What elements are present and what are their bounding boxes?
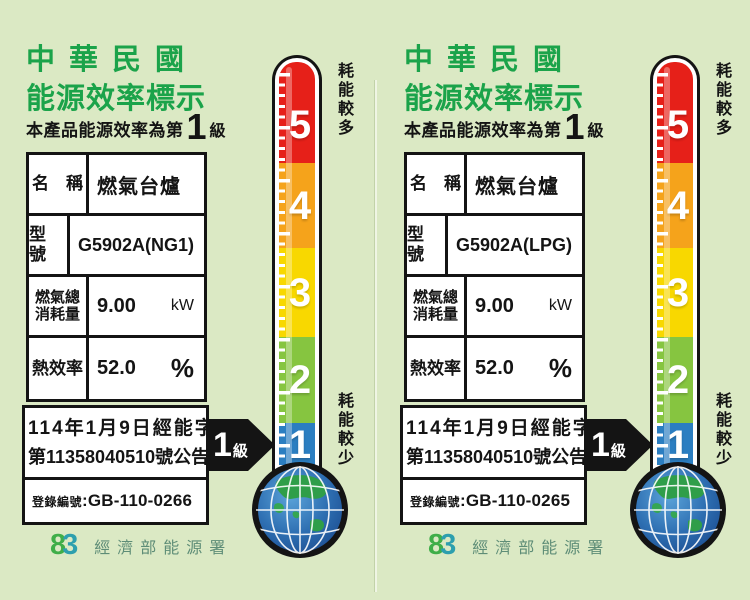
thermo-level-5: 5: [279, 62, 315, 163]
grade-statement: 本產品能源效率為第 1 級: [26, 106, 226, 147]
energy-administration-logo: 8 3: [428, 529, 457, 561]
row-efficiency-value: 52.0: [475, 357, 514, 379]
panel-divider: [375, 80, 377, 592]
agency-name: 經濟部能源署: [94, 539, 233, 557]
row-model-value: G5902A(LPG): [455, 234, 572, 255]
thermo-level-2: 2: [279, 337, 315, 423]
registration-row: 登錄編號 :GB-110-0266: [25, 477, 206, 522]
energy-label-ng1: 中華民國 能源效率標示 本產品能源效率為第 1 級 名 稱 燃氣台爐 型 號 G…: [22, 44, 352, 560]
label-title-country: 中華民國: [26, 44, 199, 76]
row-consumption-unit: kW: [548, 297, 572, 314]
registration-label: 登錄編號: [32, 494, 83, 509]
grade-arrow: 1 級: [584, 419, 653, 471]
consumes-less-label: 耗能較少: [713, 392, 730, 468]
thermo-level-3: 3: [657, 248, 693, 337]
announcement-box: 114年1月9日經能字 第11358040510號公告 登錄編號 :GB-110…: [400, 405, 594, 525]
announcement-box: 114年1月9日經能字 第11358040510號公告 登錄編號 :GB-110…: [22, 405, 216, 525]
arrow-head-icon: [625, 419, 653, 471]
thermometer-tube: 5 4 3 2 1: [279, 62, 315, 485]
row-name-value: 燃氣台爐: [475, 175, 559, 198]
row-efficiency-value: 52.0: [97, 357, 136, 379]
row-name-label: 名 稱: [29, 155, 89, 213]
table-row-consumption: 燃氣總 消耗量 9.00 kW: [29, 277, 204, 338]
grade-arrow: 1 級: [206, 419, 275, 471]
registration-label: 登錄編號: [410, 494, 461, 509]
announcement-text: 114年1月9日經能字 第11358040510號公告: [28, 418, 216, 467]
grade-arrow-body: 1 級: [584, 419, 626, 471]
thermo-level-4: 4: [279, 163, 315, 248]
agency-name: 經濟部能源署: [472, 539, 611, 557]
table-row-efficiency: 熱效率 52.0 %: [407, 338, 582, 399]
globe-earth-icon: [252, 462, 348, 558]
consumes-more-label: 耗能較多: [713, 62, 730, 138]
thermometer-tube: 5 4 3 2 1: [657, 62, 693, 485]
row-consumption-unit: kW: [170, 297, 194, 314]
label-title-country: 中華民國: [404, 44, 577, 76]
table-row-name: 名 稱 燃氣台爐: [29, 155, 204, 216]
row-efficiency-unit: %: [170, 353, 194, 383]
label-title-type: 能源效率標示: [404, 83, 585, 115]
table-row-efficiency: 熱效率 52.0 %: [29, 338, 204, 399]
grade-statement: 本產品能源效率為第 1 級: [404, 106, 604, 147]
table-row-consumption: 燃氣總 消耗量 9.00 kW: [407, 277, 582, 338]
row-name-label: 名 稱: [407, 155, 467, 213]
thermo-level-3: 3: [279, 248, 315, 337]
row-efficiency-unit: %: [548, 353, 572, 383]
registration-row: 登錄編號 :GB-110-0265: [403, 477, 584, 522]
grade-unit: 級: [209, 123, 226, 141]
row-efficiency-label: 熱效率: [29, 338, 89, 399]
row-consumption-value: 9.00: [97, 294, 136, 317]
spec-table: 名 稱 燃氣台爐 型 號 G5902A(LPG) 燃氣總 消耗量 9.00 kW…: [404, 152, 585, 402]
thermo-level-5: 5: [657, 62, 693, 163]
grade-arrow-body: 1 級: [206, 419, 248, 471]
announcement-text: 114年1月9日經能字 第11358040510號公告: [406, 418, 594, 467]
thermo-level-2: 2: [657, 337, 693, 423]
row-model-label: 型 號: [29, 216, 70, 274]
row-consumption-label: 燃氣總 消耗量: [29, 277, 89, 335]
row-model-value: G5902A(NG1): [77, 234, 194, 255]
label-title-type: 能源效率標示: [26, 83, 207, 115]
grade-value: 1: [564, 106, 585, 147]
registration-number: :GB-110-0266: [82, 491, 193, 510]
agency-footer: 8 3 經濟部能源署: [428, 531, 610, 560]
grade-statement-prefix: 本產品能源效率為第: [26, 121, 184, 141]
thermo-level-4: 4: [657, 163, 693, 248]
row-model-label: 型 號: [407, 216, 448, 274]
registration-number: :GB-110-0265: [460, 491, 571, 510]
grade-statement-prefix: 本產品能源效率為第: [404, 121, 562, 141]
thermometer: 5 4 3 2 1: [272, 55, 322, 485]
grade-unit: 級: [587, 123, 604, 141]
row-consumption-label: 燃氣總 消耗量: [407, 277, 467, 335]
row-consumption-value: 9.00: [475, 294, 514, 317]
arrow-head-icon: [247, 419, 275, 471]
table-row-model: 型 號 G5902A(LPG): [407, 216, 582, 277]
energy-label-lpg: 中華民國 能源效率標示 本產品能源效率為第 1 級 名 稱 燃氣台爐 型 號 G…: [378, 0, 750, 600]
table-row-model: 型 號 G5902A(NG1): [29, 216, 204, 277]
globe-earth-icon: [630, 462, 726, 558]
agency-footer: 8 3 經濟部能源署: [50, 531, 232, 560]
row-name-value: 燃氣台爐: [97, 175, 181, 198]
consumes-more-label: 耗能較多: [335, 62, 352, 138]
consumes-less-label: 耗能較少: [335, 392, 352, 468]
energy-administration-logo: 8 3: [50, 529, 79, 561]
row-efficiency-label: 熱效率: [407, 338, 467, 399]
spec-table: 名 稱 燃氣台爐 型 號 G5902A(NG1) 燃氣總 消耗量 9.00 kW…: [26, 152, 207, 402]
table-row-name: 名 稱 燃氣台爐: [407, 155, 582, 216]
thermometer: 5 4 3 2 1: [650, 55, 700, 485]
grade-value: 1: [186, 106, 207, 147]
